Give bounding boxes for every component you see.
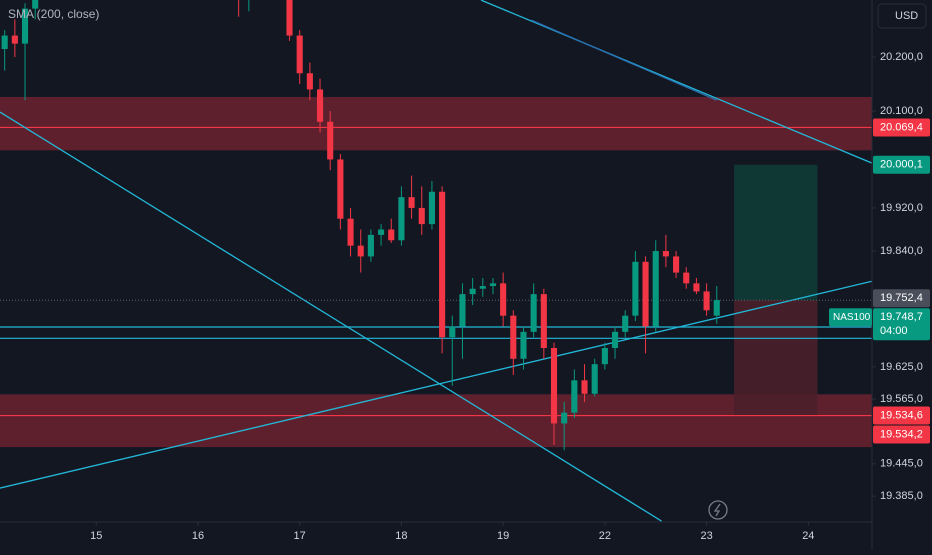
candle-body (459, 294, 466, 327)
y-tick-label: 20.100,0 (880, 105, 923, 117)
candle-body (1, 35, 8, 50)
position-target (734, 164, 818, 301)
candle-body (520, 331, 527, 359)
y-tick-label: 19.445,0 (880, 458, 923, 470)
price-badge-label: 20.000,1 (880, 159, 923, 171)
candle-body (21, 8, 29, 44)
replay-icon[interactable] (708, 500, 728, 520)
candle-body (286, 0, 293, 36)
x-tick-label: 22 (599, 530, 611, 542)
price-badge-label: 20.069,4 (880, 121, 923, 133)
candle-body (683, 272, 690, 284)
candle-body (510, 315, 517, 359)
price-badge-label: 19.752,4 (880, 292, 923, 304)
candle-body (306, 73, 313, 90)
candle-body (632, 261, 639, 316)
candle-body (622, 315, 629, 332)
x-tick-label: 24 (802, 530, 814, 542)
candle-body (357, 245, 364, 257)
plot-area (0, 0, 872, 522)
price-badge (873, 406, 930, 425)
trend-line (530, 19, 717, 101)
candle-body (11, 35, 18, 44)
y-tick-label: 20.200,0 (880, 51, 923, 63)
candle-body (367, 234, 374, 257)
candle-body (713, 300, 720, 316)
symbol-tag (829, 308, 872, 327)
x-tick-label: 16 (192, 530, 204, 542)
y-tick-label: 19.840,0 (880, 245, 923, 257)
y-tick-label: 19.565,0 (880, 393, 923, 405)
currency-label: USD (895, 10, 918, 22)
candle-body (388, 229, 395, 241)
candle-body (561, 412, 568, 424)
price-badge-countdown: 04:00 (880, 325, 908, 337)
candle-body (479, 286, 486, 289)
candle-body (337, 159, 344, 219)
x-tick-label: 23 (700, 530, 712, 542)
x-tick-label: 17 (294, 530, 306, 542)
candle-body (418, 207, 425, 225)
symbol-tag-label: NAS100 (833, 312, 871, 323)
candle-body (316, 89, 324, 122)
x-tick-label: 18 (395, 530, 407, 542)
candle-body (703, 291, 710, 311)
currency-button[interactable] (877, 3, 927, 29)
price-badge (873, 308, 930, 341)
price-badge (873, 425, 930, 444)
candle-body (581, 380, 588, 394)
candle-body (642, 261, 649, 327)
candle-body (296, 35, 303, 74)
price-badge-label: 19.534,2 (880, 428, 923, 440)
price-badge (873, 155, 930, 174)
candle-body (327, 121, 334, 160)
y-tick-label: 19.920,0 (880, 202, 923, 214)
candle-body (571, 380, 578, 413)
candle-body (591, 364, 598, 394)
candle-body (449, 326, 456, 338)
candle-body (439, 191, 446, 338)
candle-body (408, 197, 415, 208)
candle-body (550, 348, 558, 424)
zone (0, 96, 872, 151)
y-tick-label: 19.625,0 (880, 361, 923, 373)
candle-body (673, 256, 680, 273)
zone (0, 394, 872, 448)
candle-body (428, 191, 435, 225)
candle-body (662, 251, 669, 257)
y-tick-label: 19.385,0 (880, 490, 923, 502)
candle-body (32, 0, 39, 9)
candle-body (469, 288, 476, 295)
candle-body (530, 294, 537, 332)
candle-body (601, 348, 608, 365)
candle-body (540, 294, 547, 348)
indicator-label: SMA (200, close) (8, 7, 99, 21)
candle-body (611, 331, 619, 348)
candle-body (398, 197, 405, 241)
candle-body (347, 218, 354, 246)
candle-body (500, 283, 507, 316)
price-badge-label: 19.534,6 (880, 409, 923, 421)
trend-line (0, 111, 662, 522)
price-badge (873, 289, 930, 308)
price-badge-label: 19.748,7 (880, 311, 923, 323)
trend-line (0, 280, 872, 489)
candle-body (489, 283, 497, 287)
x-tick-label: 15 (90, 530, 102, 542)
x-tick-label: 19 (497, 530, 509, 542)
price-badge (873, 118, 930, 137)
candle-body (652, 251, 659, 327)
candle-body (378, 229, 385, 235)
candle-body (693, 283, 700, 292)
position-stop (734, 300, 818, 416)
